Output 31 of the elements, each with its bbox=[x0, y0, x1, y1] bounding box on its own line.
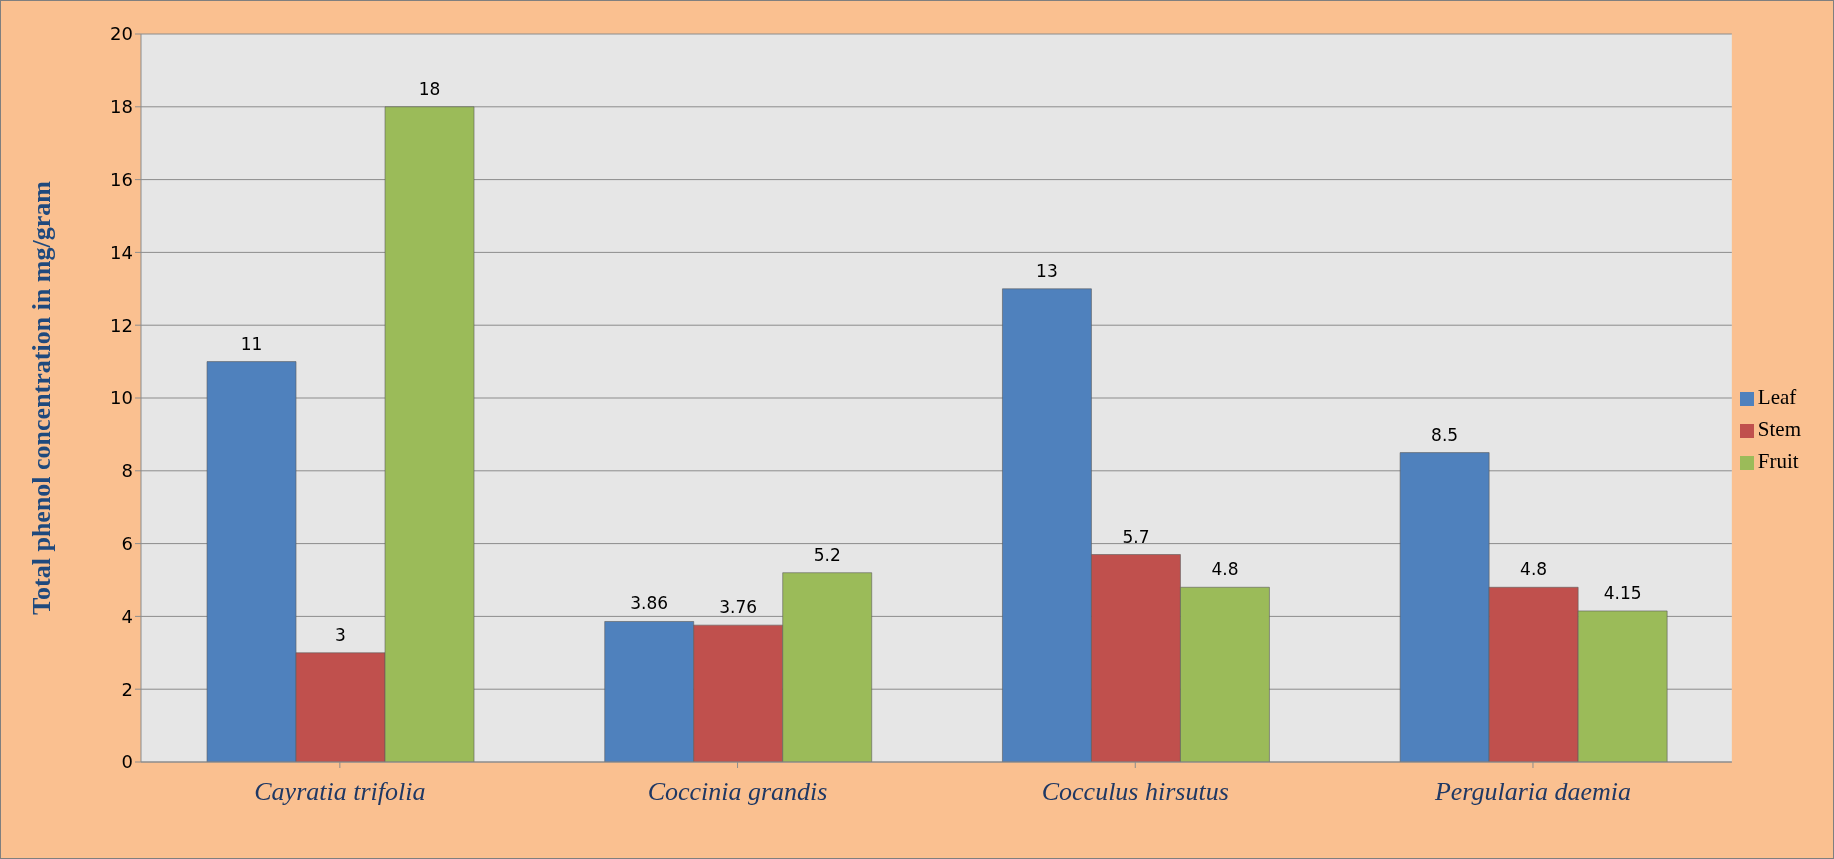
y-tick-label: 16 bbox=[110, 168, 133, 190]
data-label: 3.76 bbox=[719, 597, 758, 618]
legend-label: Stem bbox=[1757, 416, 1801, 441]
data-label: 4.8 bbox=[1520, 559, 1548, 580]
data-label: 18 bbox=[418, 78, 441, 99]
y-tick-label: 12 bbox=[110, 314, 133, 336]
legend-label: Leaf bbox=[1757, 384, 1797, 409]
x-tick-label: Cayratia trifolia bbox=[254, 777, 426, 807]
data-label: 3 bbox=[335, 624, 346, 645]
data-label: 4.15 bbox=[1603, 582, 1642, 603]
y-tick-label: 8 bbox=[121, 460, 133, 482]
y-tick-label: 6 bbox=[121, 532, 133, 554]
y-tick-label: 2 bbox=[121, 678, 133, 700]
x-tick-label: Cocculus hirsutus bbox=[1041, 777, 1229, 807]
x-tick-label: Coccinia grandis bbox=[647, 777, 828, 807]
y-tick-label: 14 bbox=[110, 241, 133, 263]
data-label: 3.86 bbox=[630, 593, 669, 614]
data-label: 13 bbox=[1036, 260, 1058, 281]
y-tick-label: 10 bbox=[110, 387, 133, 409]
data-label: 4.8 bbox=[1211, 559, 1239, 580]
data-label: 11 bbox=[240, 333, 263, 354]
data-label: 5.2 bbox=[813, 544, 841, 565]
y-tick-label: 20 bbox=[110, 23, 133, 45]
data-label: 8.5 bbox=[1431, 424, 1459, 445]
y-axis-title: Total phenol concentration in mg/gram bbox=[27, 180, 57, 615]
x-tick-label: Pergularia daemia bbox=[1433, 777, 1632, 807]
data-label: 5.7 bbox=[1122, 526, 1150, 547]
y-tick-label: 0 bbox=[121, 751, 133, 773]
y-tick-label: 4 bbox=[121, 605, 133, 627]
y-tick-label: 18 bbox=[110, 96, 133, 118]
legend-label: Fruit bbox=[1757, 448, 1799, 473]
